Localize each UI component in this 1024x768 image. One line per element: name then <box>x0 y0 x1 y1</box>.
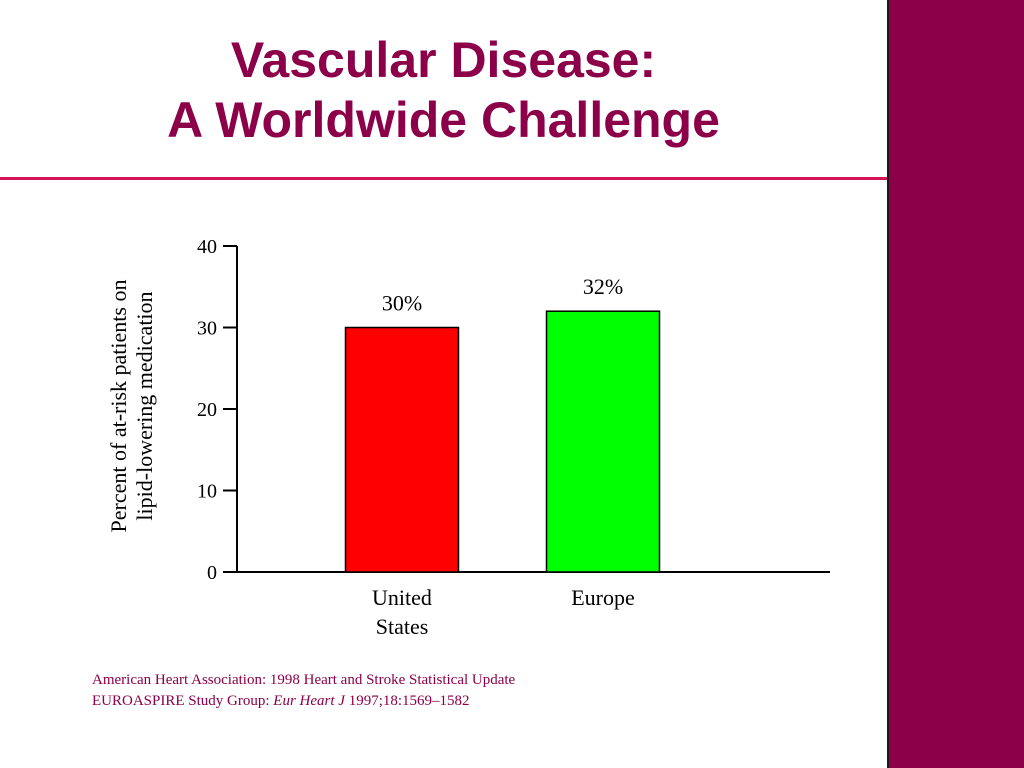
reference-2-suffix: 1997;18:1569–1582 <box>344 693 470 709</box>
bar-chart: 0 10 20 30 40 30% United States 32% Europe <box>197 236 830 639</box>
bar-1 <box>545 310 661 573</box>
category-label-0-line-0: United <box>372 585 432 610</box>
bar-0 <box>344 326 460 573</box>
reference-2-prefix: EUROASPIRE Study Group: <box>92 693 274 709</box>
y-tick-label-40: 40 <box>197 236 217 258</box>
title-line-2: A Worldwide Challenge <box>167 92 720 148</box>
reference-1: American Heart Association: 1998 Heart a… <box>92 672 516 688</box>
category-label-1-line-0: Europe <box>571 585 635 610</box>
reference-2: EUROASPIRE Study Group: Eur Heart J 1997… <box>92 691 515 712</box>
category-label-0-line-1: States <box>376 614 429 639</box>
decorative-sidebar <box>887 0 1024 768</box>
references: American Heart Association: 1998 Heart a… <box>92 670 515 712</box>
slide-title: Vascular Disease: A Worldwide Challenge <box>0 30 887 150</box>
data-label-1: 32% <box>583 274 623 299</box>
reference-2-journal: Eur Heart J <box>273 693 345 709</box>
y-tick-label-10: 10 <box>197 481 217 503</box>
y-tick-label-0: 0 <box>207 562 217 584</box>
y-tick-label-20: 20 <box>197 399 217 421</box>
title-line-1: Vascular Disease: <box>230 32 657 88</box>
title-divider <box>0 177 887 180</box>
y-tick-label-30: 30 <box>197 318 217 340</box>
data-label-0: 30% <box>382 291 422 316</box>
